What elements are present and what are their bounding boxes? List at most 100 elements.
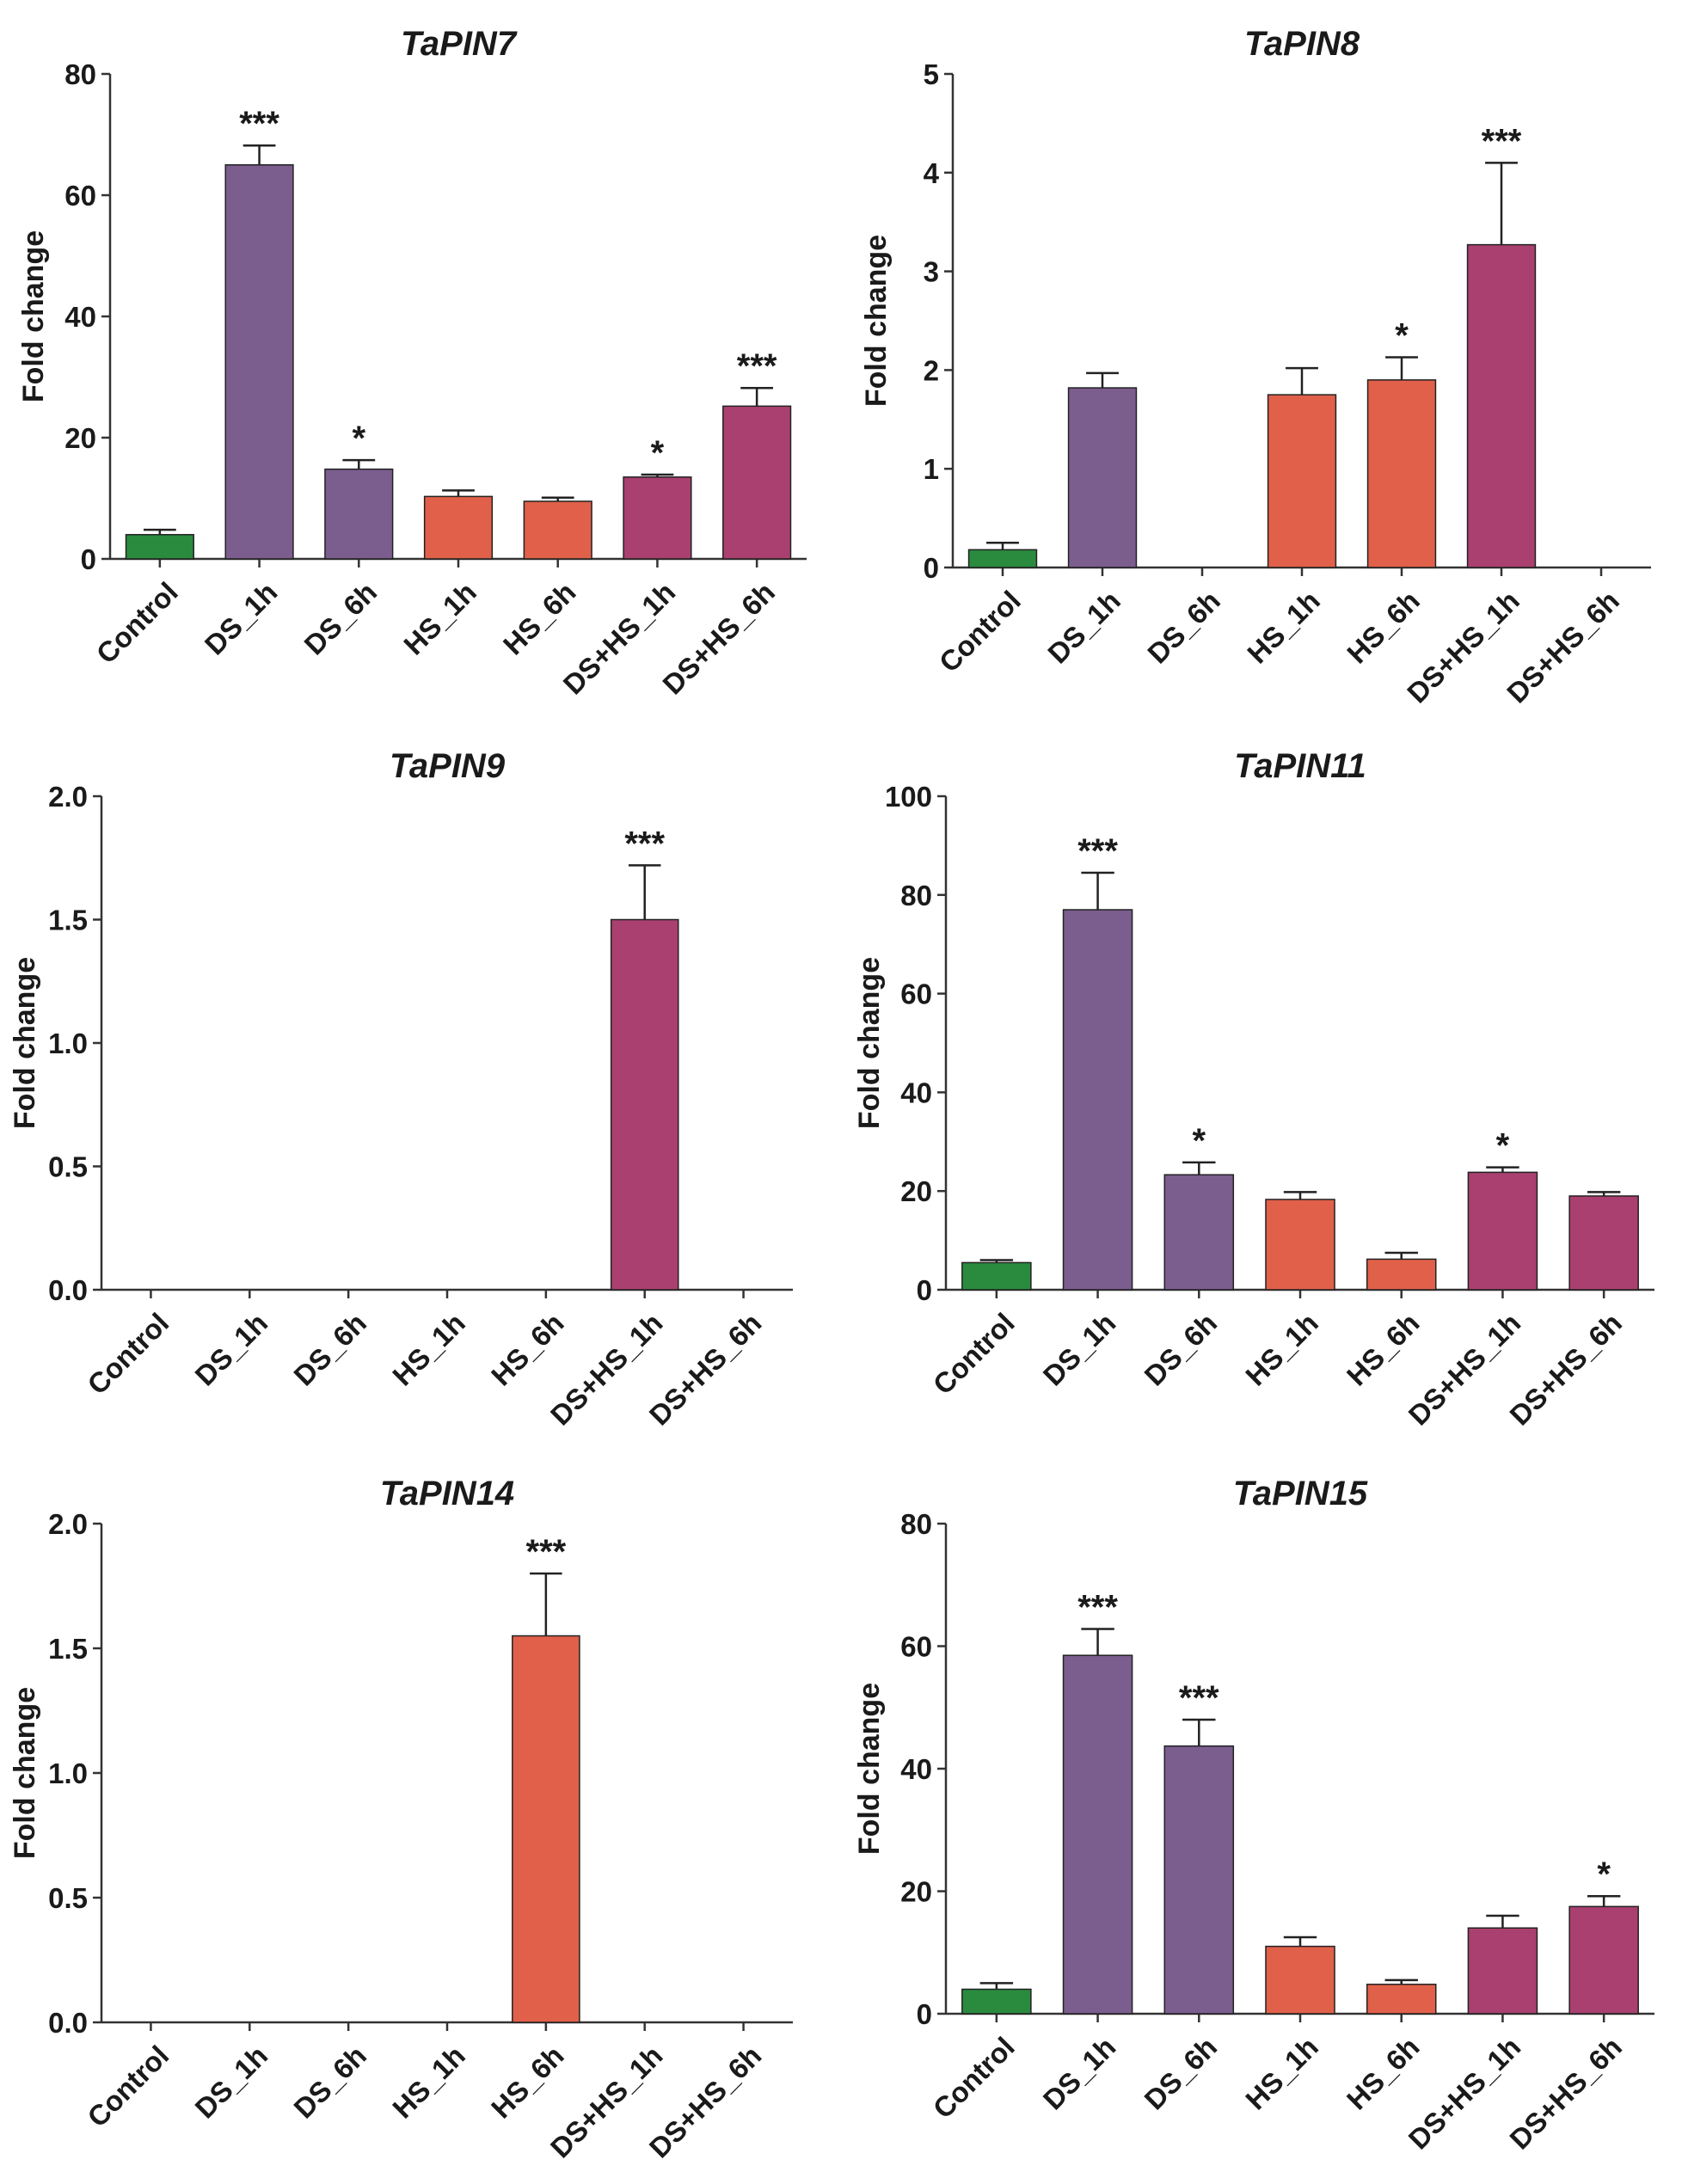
bar-DS+HS_1h	[610, 918, 679, 1291]
panel-TaPIN14: TaPIN14 Fold change 0.0 0.5 1.0 1.5 2.0 Control…	[9, 1475, 793, 2164]
y-tick-label: 80	[900, 880, 932, 911]
x-tick-label: DS_6h	[287, 2040, 372, 2125]
bar-DS+HS_1h	[623, 476, 692, 560]
x-tick-label: Control	[933, 585, 1027, 678]
significance-label: *	[1496, 1127, 1510, 1165]
bar-DS+HS_1h	[1466, 243, 1537, 568]
y-tick-label: 20	[900, 1876, 932, 1908]
x-tick-label: HS_6h	[1341, 585, 1426, 670]
x-tick-label: HS_6h	[485, 2040, 570, 2125]
bar-Control	[125, 534, 194, 560]
y-tick-label: 1.0	[48, 1758, 88, 1789]
y-tick-label: 60	[64, 180, 96, 212]
bar-Control	[967, 549, 1038, 568]
panel-TaPIN8: TaPIN8 Fold change 0 1 2 3 4 5 Control DS_1h DS_6h…	[860, 25, 1651, 709]
y-tick-label: 2.0	[48, 1508, 88, 1540]
bar-HS_1h	[1265, 1945, 1335, 2015]
bar-HS_6h	[1366, 1258, 1437, 1291]
y-tick-label: 1	[924, 453, 939, 485]
x-tick-label: HS_6h	[485, 1307, 570, 1392]
y-axis-label: Fold change	[17, 230, 50, 402]
y-tick-label: 1.5	[48, 1633, 88, 1665]
bar-DS_1h	[1067, 387, 1138, 568]
bar-HS_1h	[423, 495, 494, 560]
y-tick-label: 0	[917, 1998, 932, 2030]
y-tick-label: 1.0	[48, 1028, 88, 1059]
bar-DS_1h	[1062, 909, 1133, 1291]
significance-label: *	[651, 434, 665, 472]
bar-DS_6h	[324, 468, 394, 560]
y-tick-label: 0	[81, 543, 96, 575]
significance-label: ***	[526, 1533, 567, 1571]
significance-label: *	[352, 420, 365, 457]
x-tick-label: HS_1h	[386, 2040, 471, 2125]
y-axis-label: Fold change	[853, 1683, 886, 1855]
chart-title: TaPIN11	[1234, 747, 1366, 785]
bar-DS+HS_1h	[1467, 1927, 1538, 2015]
y-tick-label: 0.5	[48, 1882, 88, 1914]
chart-title: TaPIN9	[390, 747, 506, 785]
bar-HS_6h	[1366, 1984, 1437, 2015]
significance-label: *	[1192, 1122, 1206, 1160]
significance-label: ***	[624, 825, 665, 862]
y-tick-label: 0.0	[48, 2007, 88, 2039]
x-tick-label: Control	[81, 2040, 175, 2133]
x-tick-label: HS_1h	[1239, 1307, 1324, 1392]
x-tick-label: DS_6h	[1138, 2031, 1223, 2116]
x-tick-label: HS_6h	[497, 576, 582, 661]
y-tick-label: 2.0	[48, 781, 88, 813]
bar-Control	[961, 1988, 1032, 2015]
y-tick-label: 0.0	[48, 1274, 88, 1306]
y-tick-label: 40	[900, 1077, 932, 1108]
y-tick-label: 0	[917, 1274, 932, 1306]
y-tick-label: 80	[900, 1508, 932, 1540]
y-tick-label: 0.5	[48, 1151, 88, 1183]
significance-label: *	[1597, 1856, 1611, 1893]
bar-DS_1h	[224, 164, 294, 560]
x-tick-label: HS_6h	[1341, 1307, 1426, 1392]
bar-DS+HS_6h	[722, 405, 792, 560]
panel-TaPIN7: TaPIN7 Fold change 0 20 40 60 80 Control *** DS_1…	[17, 25, 807, 701]
x-tick-label: HS_1h	[397, 576, 482, 661]
x-tick-label: HS_6h	[1341, 2031, 1426, 2116]
x-tick-label: DS_1h	[188, 1307, 273, 1392]
bar-DS+HS_6h	[1568, 1905, 1639, 2015]
x-tick-label: DS_1h	[1037, 2031, 1122, 2116]
x-tick-label: Control	[81, 1307, 175, 1401]
y-tick-label: 40	[64, 301, 96, 333]
y-axis-label: Fold change	[853, 957, 886, 1129]
x-tick-label: DS_1h	[1041, 585, 1126, 670]
significance-label: ***	[737, 347, 777, 385]
x-tick-label: HS_1h	[1239, 2031, 1324, 2116]
x-tick-label: HS_1h	[386, 1307, 471, 1392]
bar-DS_6h	[1163, 1745, 1235, 2015]
y-tick-label: 3	[924, 256, 939, 288]
bar-Control	[961, 1261, 1032, 1291]
y-tick-label: 60	[900, 979, 932, 1010]
x-tick-label: DS_6h	[1138, 1307, 1223, 1392]
y-tick-label: 4	[924, 157, 940, 189]
x-tick-label: DS_6h	[1141, 585, 1226, 670]
x-tick-label: DS_6h	[287, 1307, 372, 1392]
x-tick-label: DS_6h	[298, 576, 383, 661]
y-tick-label: 80	[64, 58, 96, 90]
y-axis-label: Fold change	[9, 957, 41, 1129]
y-tick-label: 100	[885, 781, 932, 813]
x-tick-label: DS_1h	[188, 2040, 273, 2125]
bar-HS_1h	[1265, 1199, 1335, 1291]
bar-HS_6h	[512, 1635, 580, 2023]
y-tick-label: 2	[924, 354, 939, 386]
panel-TaPIN15: TaPIN15 Fold change 0 20 40 60 80 Control *** DS_…	[853, 1475, 1654, 2156]
bar-HS_6h	[1366, 379, 1437, 568]
x-tick-label: DS_1h	[1037, 1307, 1122, 1392]
significance-label: ***	[1077, 832, 1118, 870]
x-tick-label: DS_1h	[199, 576, 284, 661]
y-tick-label: 40	[900, 1753, 932, 1785]
significance-label: ***	[1077, 1589, 1118, 1627]
y-tick-label: 20	[64, 422, 96, 454]
chart-title: TaPIN14	[380, 1475, 514, 1512]
x-tick-label: Control	[927, 2031, 1021, 2125]
y-tick-label: 5	[924, 58, 939, 90]
